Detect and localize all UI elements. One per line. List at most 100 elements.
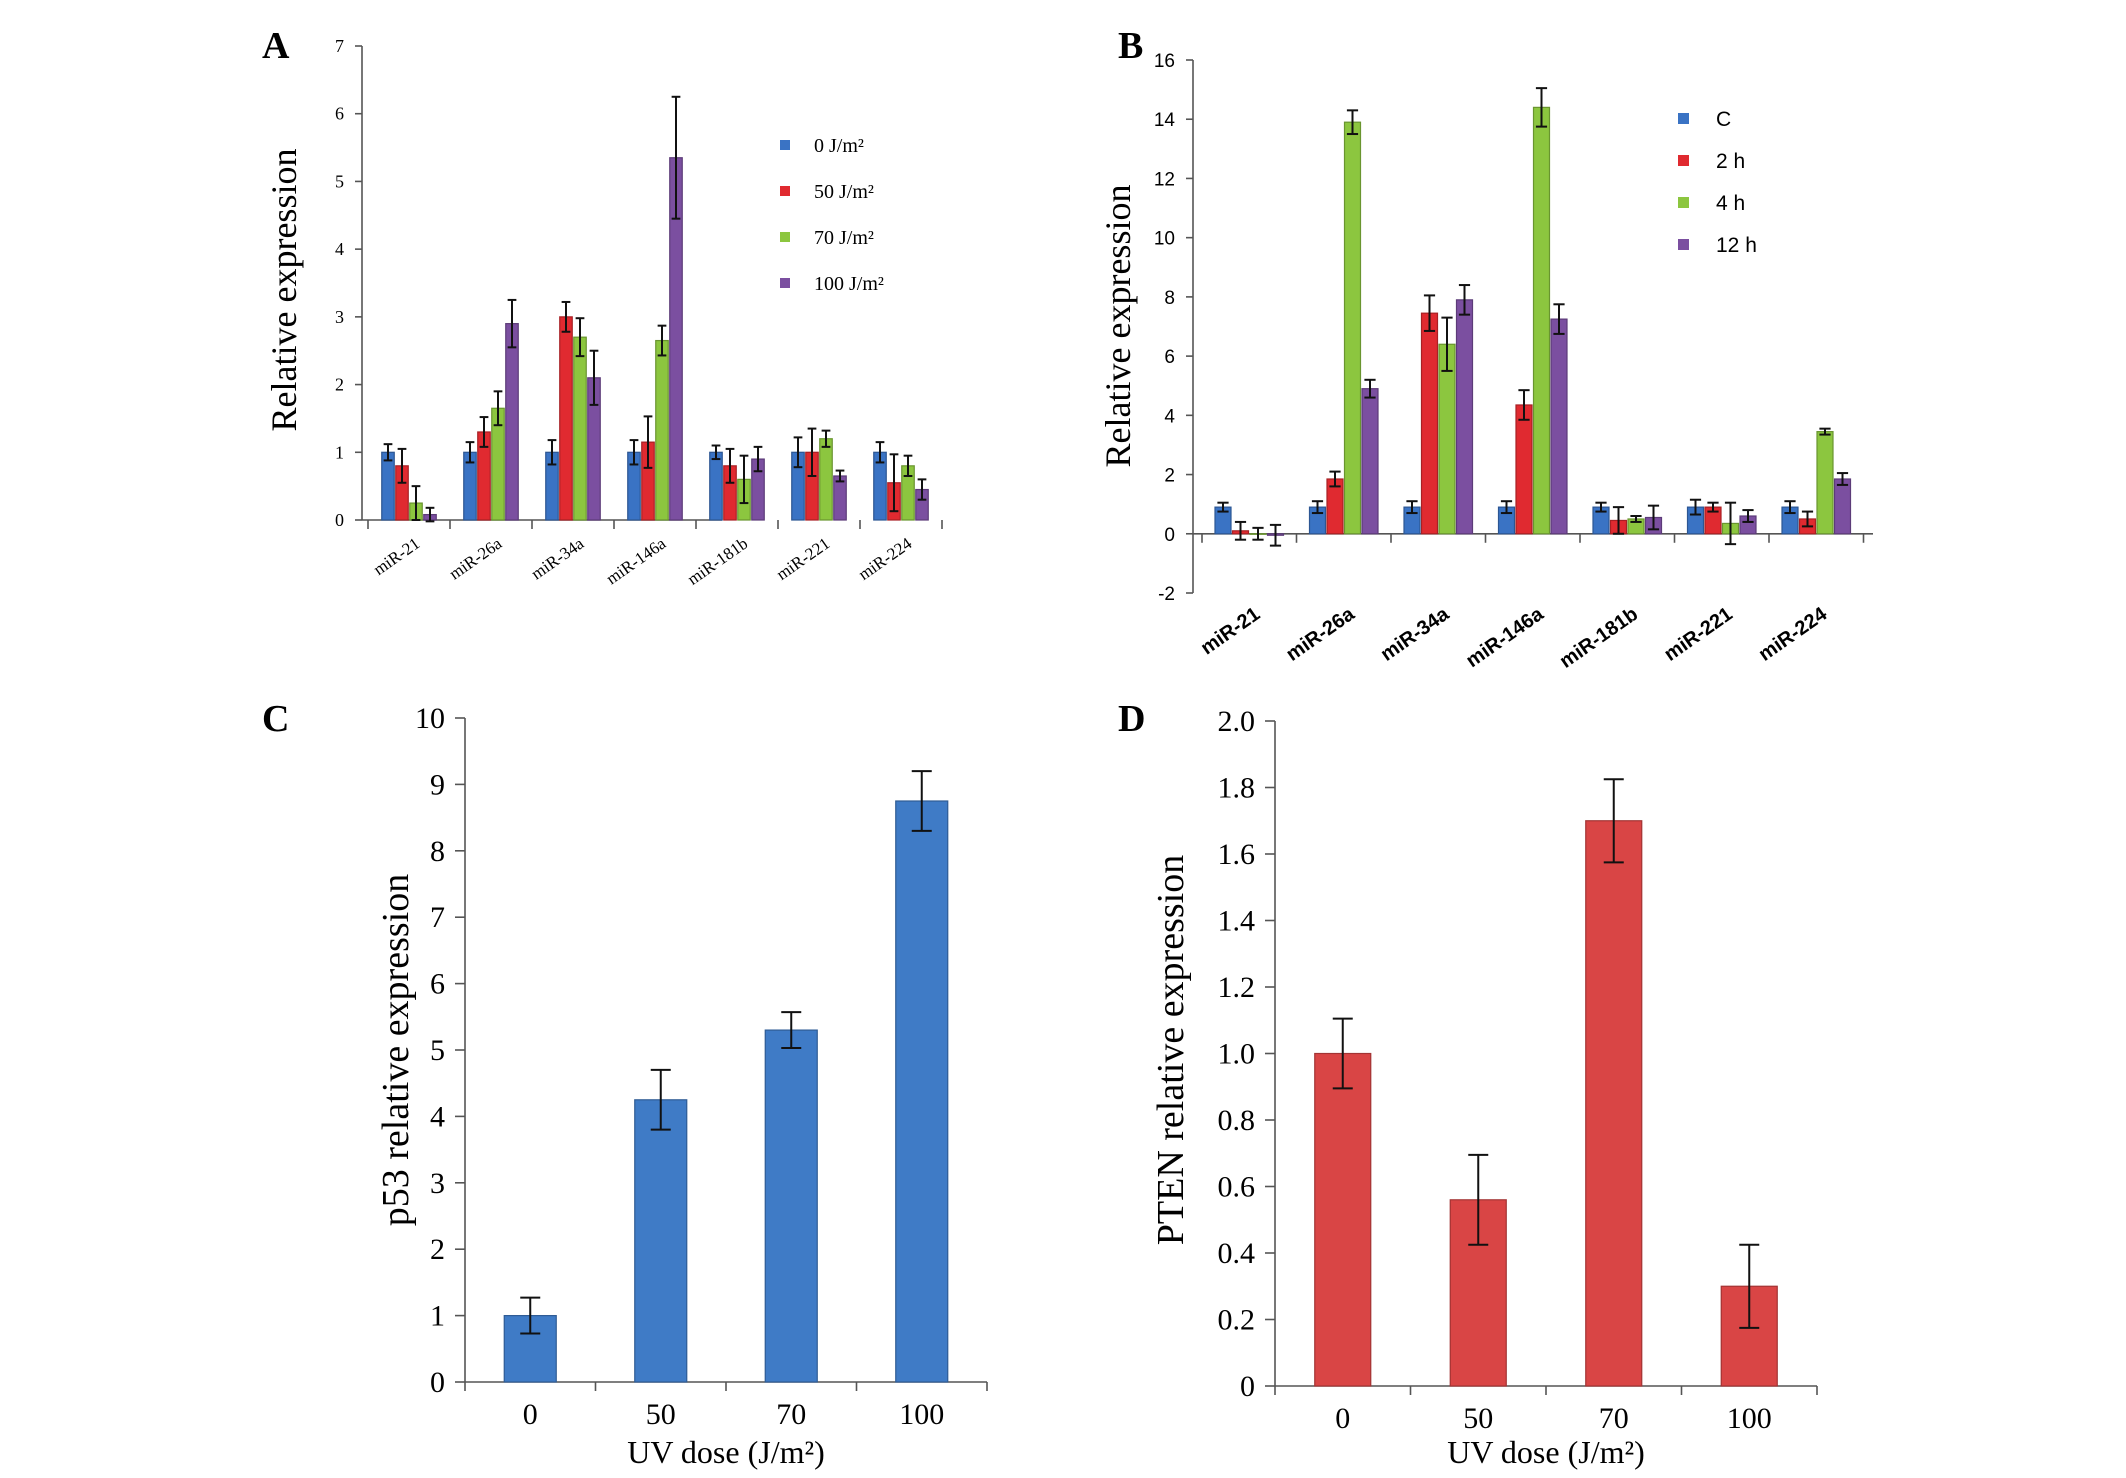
category-label: miR-146a <box>1462 603 1548 673</box>
y-tick-label: 0 <box>335 510 344 530</box>
y-tick-label: 3 <box>335 307 344 327</box>
bar-a-4-0 <box>709 451 723 521</box>
y-tick-label: 2 <box>1164 466 1175 487</box>
y-tick-label: 0 <box>1164 525 1175 546</box>
bar-d-2-0 <box>1585 820 1643 1387</box>
y-tick-label: 1.2 <box>1218 971 1256 1004</box>
category-label: miR-34a <box>528 533 588 583</box>
x-axis-title: UV dose (J/m²) <box>1447 1434 1644 1470</box>
legend-label: 70 J/m² <box>814 227 874 249</box>
category-label: miR-181b <box>684 534 751 589</box>
y-tick-label: 1.0 <box>1218 1038 1256 1071</box>
y-tick-label: 7 <box>335 36 344 56</box>
bar-a-0-0 <box>381 451 395 521</box>
y-tick-label: 1 <box>430 1300 445 1333</box>
legend-marker <box>780 232 790 242</box>
category-label: 100 <box>899 1398 944 1431</box>
y-tick-label: 12 <box>1154 169 1175 190</box>
y-tick-label: 2 <box>430 1233 445 1266</box>
legend-marker <box>780 140 790 150</box>
bar-a-2-1 <box>559 316 573 521</box>
legend-marker <box>1678 155 1689 166</box>
bar-b-6-2 <box>1816 431 1834 535</box>
y-axis-title: Relative expression <box>264 149 304 432</box>
y-tick-label: 4 <box>430 1100 445 1133</box>
y-tick-label: 16 <box>1154 51 1175 72</box>
category-label: 50 <box>646 1398 676 1431</box>
legend-marker <box>780 186 790 196</box>
bar-c-2-0 <box>764 1029 818 1383</box>
y-tick-label: 0.6 <box>1218 1171 1256 1204</box>
bar-a-5-2 <box>819 438 833 521</box>
category-label: miR-26a <box>1282 603 1359 666</box>
bar-b-3-3 <box>1550 318 1568 535</box>
y-tick-label: 4 <box>335 239 344 259</box>
category-label: miR-21 <box>1197 603 1264 659</box>
bar-b-2-2 <box>1438 343 1456 535</box>
y-tick-label: -2 <box>1158 584 1175 605</box>
y-tick-label: 5 <box>430 1034 445 1067</box>
y-tick-label: 1.6 <box>1218 838 1256 871</box>
legend-label: 12 h <box>1716 234 1757 257</box>
category-label: 50 <box>1463 1402 1493 1435</box>
y-tick-label: 6 <box>1164 347 1175 368</box>
category-label: miR-21 <box>370 534 423 579</box>
y-tick-label: 6 <box>335 104 344 124</box>
bar-a-2-2 <box>573 336 587 521</box>
legend-marker <box>1678 113 1689 124</box>
y-tick-label: 6 <box>430 968 445 1001</box>
bar-c-3-0 <box>895 800 949 1383</box>
category-label: 70 <box>776 1398 806 1431</box>
y-tick-label: 2 <box>335 375 344 395</box>
bar-d-0-0 <box>1314 1052 1372 1387</box>
bar-b-2-3 <box>1455 299 1474 535</box>
category-label: miR-224 <box>1755 603 1832 666</box>
category-label: 0 <box>523 1398 538 1431</box>
y-axis-title: p53 relative expression <box>375 874 417 1226</box>
y-tick-label: 14 <box>1154 110 1176 131</box>
y-tick-label: 1.4 <box>1218 905 1256 938</box>
bar-d-3-0 <box>1720 1285 1778 1387</box>
panel-d-chart: 0 0.2 0.4 0.6 0.8 1.0 1.2 1.4 1.6 1.8 2.0 0 50 70 100 P… <box>1150 705 1818 1470</box>
y-tick-label: 0.8 <box>1218 1104 1256 1137</box>
bar-c-1-0 <box>634 1099 688 1383</box>
category-label: miR-224 <box>855 533 916 584</box>
y-tick-label: 4 <box>1164 406 1175 427</box>
legend-marker <box>780 278 790 288</box>
y-tick-label: 3 <box>430 1167 445 1200</box>
category-label: miR-221 <box>773 534 833 584</box>
bar-a-3-2 <box>655 339 669 521</box>
y-tick-label: 10 <box>415 702 445 735</box>
y-tick-label: 5 <box>335 171 344 191</box>
category-label: miR-181b <box>1556 603 1642 673</box>
panel-label-c: C <box>262 698 289 740</box>
bar-b-1-3 <box>1361 388 1379 535</box>
y-tick-label: 1 <box>335 442 344 462</box>
y-tick-label: 0.4 <box>1218 1237 1256 1270</box>
y-tick-label: 0.2 <box>1218 1304 1256 1337</box>
legend-label: 0 J/m² <box>814 135 864 157</box>
bar-a-5-3 <box>833 475 847 521</box>
y-tick-label: 0 <box>1240 1370 1255 1403</box>
legend-label: 4 h <box>1716 192 1745 215</box>
y-tick-label: 1.8 <box>1218 772 1256 805</box>
legend-label: 50 J/m² <box>814 181 874 203</box>
y-tick-label: 2.0 <box>1218 705 1256 738</box>
legend-marker <box>1678 197 1689 208</box>
panel-label-a: A <box>262 25 290 67</box>
x-axis-title: UV dose (J/m²) <box>627 1434 824 1470</box>
bar-b-2-1 <box>1420 312 1439 535</box>
legend-marker <box>1678 239 1689 250</box>
bar-a-1-3 <box>505 323 519 521</box>
legend-label: 2 h <box>1716 150 1745 173</box>
y-tick-label: 0 <box>430 1366 445 1399</box>
y-axis-title: PTEN relative expression <box>1150 855 1192 1245</box>
category-label: miR-26a <box>446 533 506 583</box>
panel-label-d: D <box>1118 698 1145 740</box>
category-label: miR-146a <box>603 533 670 588</box>
bar-b-6-3 <box>1833 478 1852 535</box>
category-label: 0 <box>1335 1402 1350 1435</box>
